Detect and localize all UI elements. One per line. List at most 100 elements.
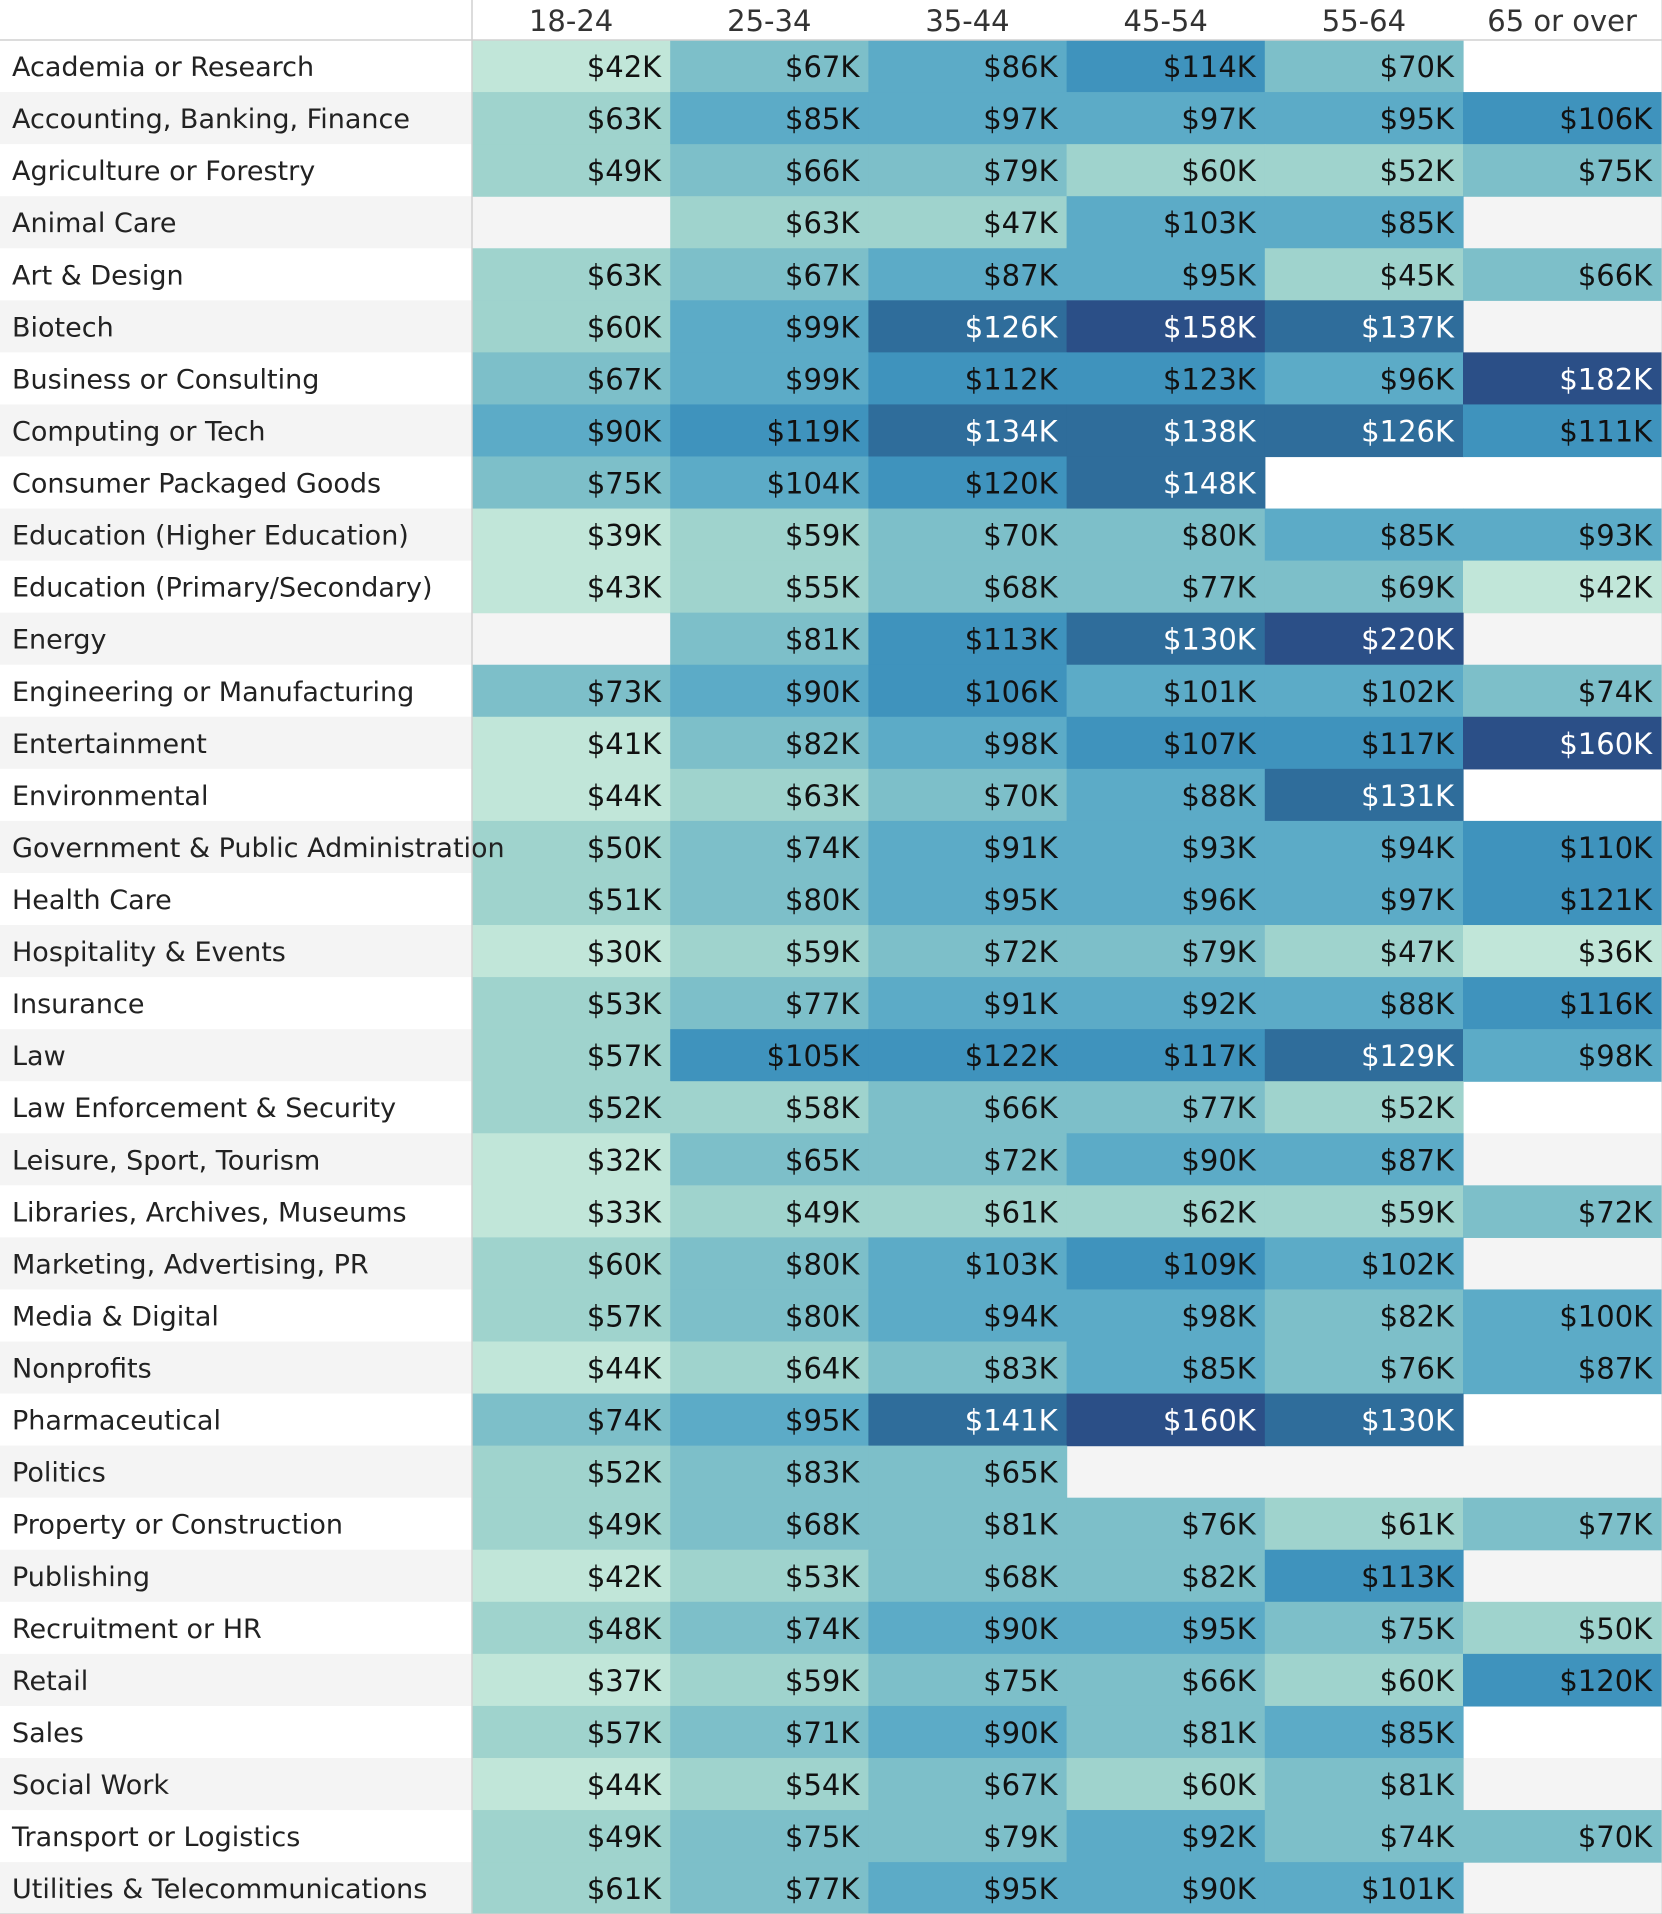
cell-value: $57K [587,1039,662,1073]
cell-value: $44K [587,1768,662,1802]
heatmap-cell [1264,248,1464,301]
row-label: Biotech [12,312,114,343]
heatmap-cell [868,352,1068,406]
heatmap-cell [868,40,1068,93]
cell-value: $63K [785,779,860,813]
cell-value: $59K [785,519,860,553]
heatmap-cell [1264,40,1464,93]
cell-value: $66K [785,154,860,188]
cell-value: $160K [1163,1404,1257,1438]
row-label: Education (Higher Education) [12,521,409,552]
cell-value: $61K [983,1195,1058,1229]
cell-value: $55K [785,571,860,605]
cell-value: $81K [1181,1716,1256,1750]
cell-value: $73K [587,675,662,709]
heatmap-cell [1066,1341,1266,1395]
cell-value: $93K [1181,831,1256,865]
heatmap-cell [1463,1341,1662,1395]
cell-value: $63K [785,206,860,240]
heatmap-cell [1264,1393,1464,1447]
cell-value: $63K [587,258,662,292]
cell-value: $88K [1181,779,1256,813]
heatmap-cell [1066,1549,1266,1603]
cell-value: $42K [587,50,662,84]
cell-value: $79K [983,154,1058,188]
heatmap-cell [868,1393,1068,1447]
cell-value: $75K [587,467,662,501]
heatmap-cell [1264,768,1464,822]
heatmap-cell [1066,1862,1266,1914]
cell-value: $130K [1163,623,1257,657]
cell-value: $68K [983,1560,1058,1594]
heatmap-cell [1066,92,1266,145]
heatmap-cell [1463,1185,1662,1238]
heatmap-cell [1463,352,1662,406]
cell-value: $91K [983,987,1058,1021]
row-label: Government & Public Administration [12,833,505,864]
row-label: Property or Construction [12,1510,343,1541]
heatmap-cell [472,1081,671,1134]
cell-value: $70K [1380,50,1455,84]
heatmap-cell [670,977,869,1030]
heatmap-cell [670,196,869,249]
cell-value: $74K [785,831,860,865]
cell-value: $58K [785,1091,860,1125]
heatmap-cell [1264,92,1464,145]
heatmap-cell [472,1549,671,1603]
cell-value: $61K [587,1872,662,1906]
heatmap-cell [1066,612,1266,666]
heatmap-cell [472,1133,671,1186]
cell-value: $39K [587,519,662,553]
heatmap-cell [670,768,869,822]
cell-value: $137K [1361,310,1455,344]
cell-value: $103K [965,1247,1059,1281]
heatmap-cell [472,1601,671,1655]
cell-value: $110K [1559,831,1653,865]
column-header: 65 or over [1487,4,1637,38]
heatmap-cell [472,977,671,1030]
cell-value: $42K [1578,571,1653,605]
heatmap-cell [1066,768,1266,822]
heatmap-cell [868,820,1068,874]
heatmap-cell [472,248,671,301]
cell-value: $148K [1163,467,1257,501]
cell-value: $182K [1559,362,1653,396]
heatmap-cell [472,1393,671,1447]
heatmap-cell [1463,1653,1662,1707]
cell-value: $59K [785,935,860,969]
heatmap-cell [1066,560,1266,614]
heatmap-cell [1066,300,1266,353]
heatmap-cell [868,92,1068,145]
heatmap-cell [472,352,671,406]
row-label: Recruitment or HR [12,1614,262,1645]
heatmap-cell [1066,1133,1266,1186]
heatmap-cell [868,196,1068,249]
heatmap-cell [1463,508,1662,562]
cell-value: $74K [785,1612,860,1646]
heatmap-cell [868,1029,1068,1082]
cell-value: $67K [587,362,662,396]
row-label: Libraries, Archives, Museums [12,1197,407,1228]
cell-value: $44K [587,779,662,813]
heatmap-cell [670,1653,869,1707]
row-label: Agriculture or Forestry [12,156,315,187]
heatmap-cell [472,1705,671,1759]
heatmap-cell [670,1601,869,1655]
heatmap-cell [1264,1185,1464,1238]
heatmap-cell [1264,925,1464,978]
cell-value: $70K [983,519,1058,553]
cell-value: $49K [785,1195,860,1229]
cell-value: $76K [1181,1508,1256,1542]
row-label: Utilities & Telecommunications [12,1874,427,1905]
heatmap-cell [1066,1810,1266,1863]
cell-value: $97K [1380,883,1455,917]
cell-value: $53K [587,987,662,1021]
heatmap-cell [868,1705,1068,1759]
row-label: Energy [12,625,107,656]
cell-value: $106K [1559,102,1653,136]
cell-value: $90K [587,414,662,448]
cell-value: $81K [1380,1768,1455,1802]
cell-value: $69K [1380,571,1455,605]
cell-value: $80K [785,1299,860,1333]
heatmap-cell [670,300,869,353]
